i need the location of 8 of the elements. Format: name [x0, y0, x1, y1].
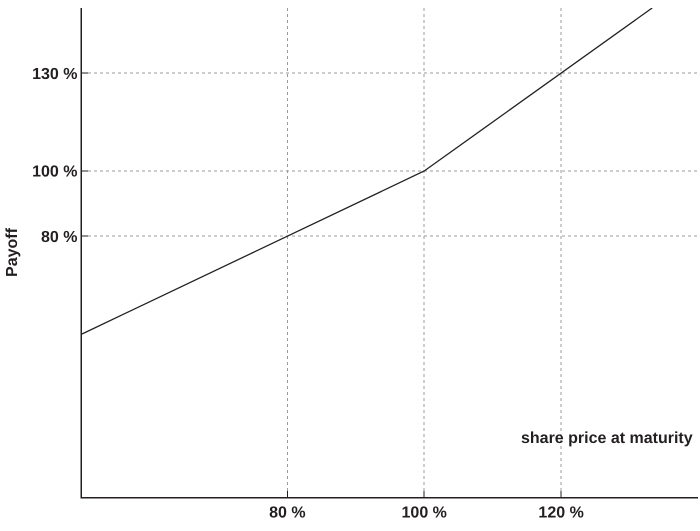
- x-tick-label: 120 %: [538, 504, 584, 522]
- y-tick-label: 130 %: [32, 66, 78, 83]
- x-axis-title: share price at maturity: [521, 430, 693, 447]
- y-axis-title: Payoff: [4, 227, 22, 277]
- x-tick-label: 80 %: [269, 504, 306, 522]
- x-tick-label: 100 %: [402, 504, 447, 522]
- y-tick-label: 80 %: [41, 228, 78, 246]
- y-tick-label: 100 %: [32, 164, 78, 181]
